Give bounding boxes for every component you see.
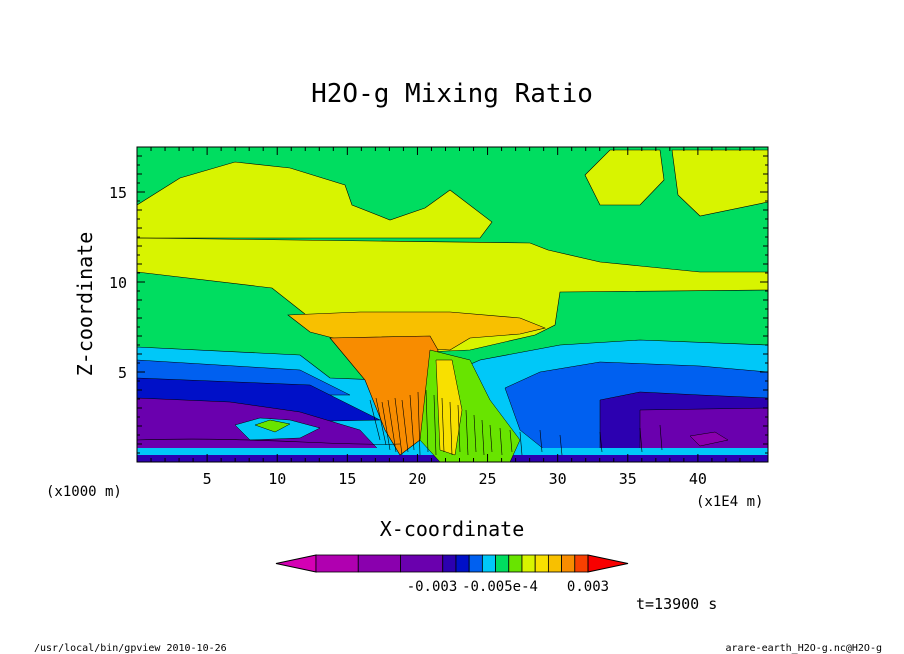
colorbar-cell bbox=[400, 554, 444, 573]
plot-frame bbox=[136, 146, 769, 463]
colorbar-cell bbox=[534, 554, 549, 573]
colorbar-cell bbox=[574, 554, 589, 573]
colorbar-min-triangle bbox=[275, 554, 317, 573]
x-unit-right: (x1E4 m) bbox=[696, 494, 763, 510]
contour-low-streak-green bbox=[254, 419, 291, 433]
colorbar-cell bbox=[315, 554, 359, 573]
colorbar-label-1: -0.003 bbox=[407, 579, 458, 595]
contour-core-flank-yellow bbox=[435, 359, 463, 456]
colorbar-cell bbox=[455, 554, 470, 573]
x-unit-left: (x1000 m) bbox=[46, 484, 122, 500]
colorbar-cell bbox=[521, 554, 536, 573]
x-tick-label: 30 bbox=[549, 470, 567, 488]
colorbar-cell bbox=[561, 554, 576, 573]
contour-upper-right-yellow bbox=[584, 149, 665, 206]
colorbar-max-triangle bbox=[587, 554, 629, 573]
footer-right: arare-earth_H2O-g.nc@H2O-g bbox=[725, 643, 882, 654]
colorbar-cell bbox=[481, 554, 496, 573]
x-tick-label: 5 bbox=[203, 470, 212, 488]
time-label: t=13900 s bbox=[636, 595, 717, 613]
contour-upper-yellow bbox=[137, 161, 493, 239]
contour-lines-dense bbox=[137, 389, 663, 456]
contour-blob-violet bbox=[689, 431, 729, 447]
colorbar-cell bbox=[495, 554, 510, 573]
y-axis: 5 10 15 bbox=[109, 155, 768, 454]
colorbar-cell bbox=[357, 554, 401, 573]
x-tick-label: 10 bbox=[268, 470, 286, 488]
colorbar-cell bbox=[547, 554, 562, 573]
contour-field bbox=[137, 147, 768, 462]
contour-anvil-yellow bbox=[137, 237, 768, 353]
colorbar-cell bbox=[468, 554, 483, 573]
colorbar-cell bbox=[442, 554, 457, 573]
footer-left: /usr/local/bin/gpview 2010-10-26 bbox=[34, 643, 227, 654]
x-tick-label: 40 bbox=[689, 470, 707, 488]
x-tick-label: 35 bbox=[619, 470, 637, 488]
x-axis: 5 10 15 20 25 30 35 40 bbox=[150, 147, 755, 488]
colorbar-label-2: -0.005e-4 bbox=[462, 579, 538, 595]
colorbar-label-3: 0.003 bbox=[567, 579, 609, 595]
x-tick-label: 20 bbox=[408, 470, 426, 488]
colorbar-cell bbox=[508, 554, 523, 573]
chart-title: H2O-g Mixing Ratio bbox=[311, 79, 593, 109]
contour-right-yellow bbox=[671, 149, 768, 217]
x-tick-label: 15 bbox=[338, 470, 356, 488]
y-tick-label: 15 bbox=[109, 184, 127, 202]
x-axis-label: X-coordinate bbox=[380, 517, 525, 541]
x-tick-label: 25 bbox=[479, 470, 497, 488]
y-tick-label: 10 bbox=[109, 274, 127, 292]
y-axis-label: Z-coordinate bbox=[73, 232, 97, 377]
y-tick-label: 5 bbox=[118, 364, 127, 382]
colorbar bbox=[275, 554, 629, 573]
